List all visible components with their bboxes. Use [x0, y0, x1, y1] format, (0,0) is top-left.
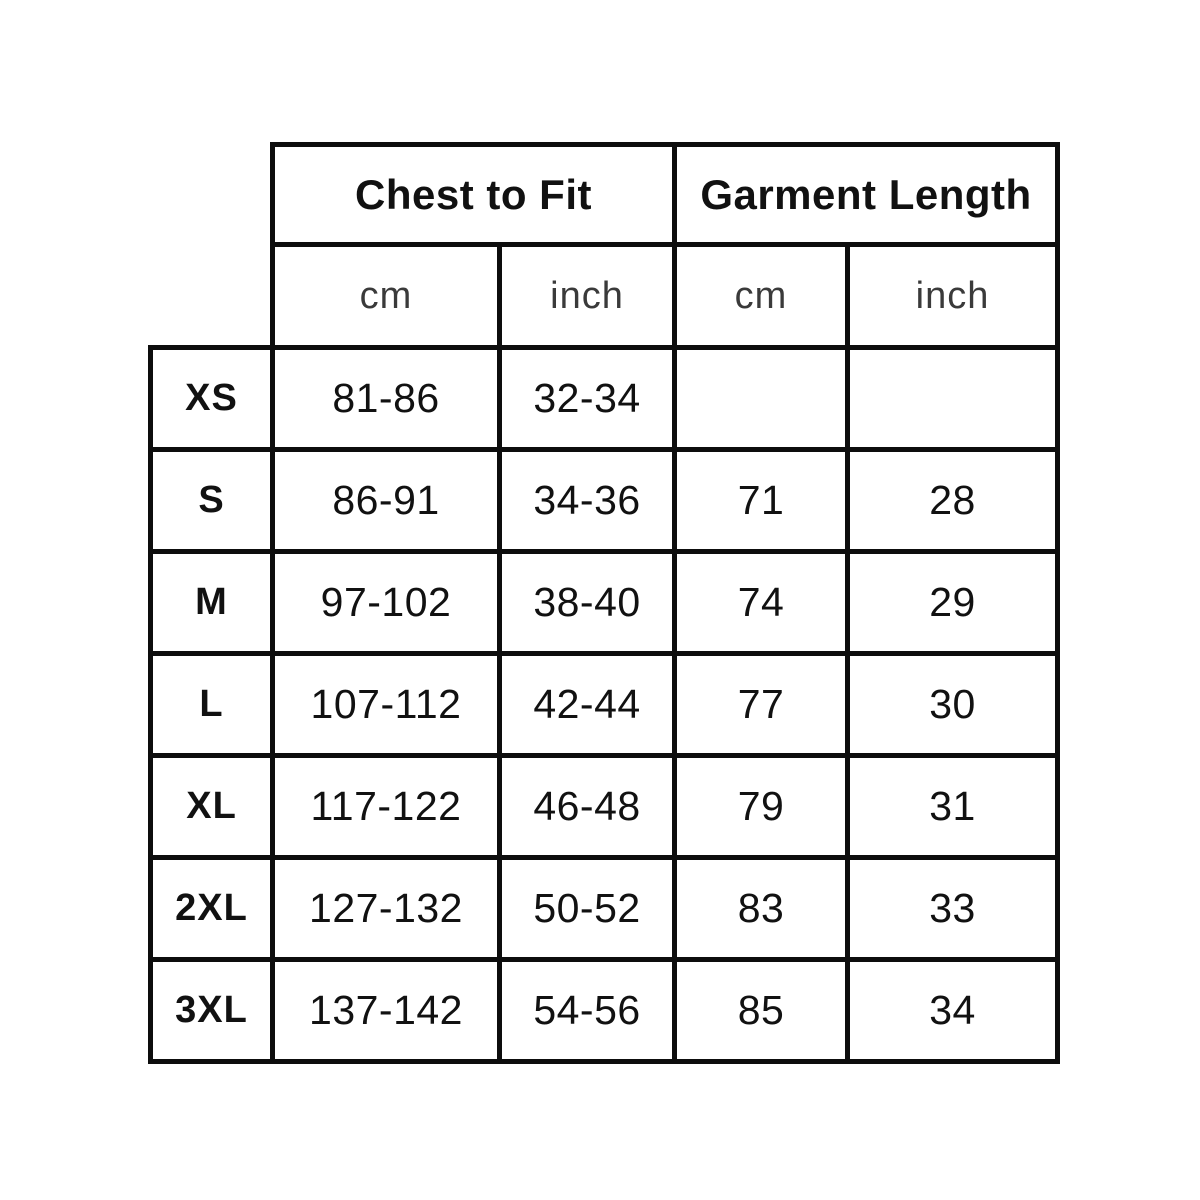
- table-row-xl: XL 117-122 46-48 79 31: [148, 753, 1060, 860]
- length-cm-value: 74: [672, 549, 850, 656]
- table-row-l: L 107-112 42-44 77 30: [148, 651, 1060, 758]
- chest-cm-value: 107-112: [270, 651, 502, 758]
- chest-inch-value: 42-44: [497, 651, 677, 758]
- chest-cm-value: 86-91: [270, 447, 502, 554]
- length-inch-value: 31: [845, 753, 1060, 860]
- length-inch-value: 33: [845, 855, 1060, 962]
- size-label: XL: [148, 753, 275, 860]
- table-row-s: S 86-91 34-36 71 28: [148, 447, 1060, 554]
- unit-header-length-inch: inch: [845, 242, 1060, 350]
- group-header-chest-to-fit: Chest to Fit: [270, 142, 677, 247]
- length-cm-value: [672, 345, 850, 452]
- chest-cm-value: 97-102: [270, 549, 502, 656]
- size-label: L: [148, 651, 275, 758]
- size-label: 3XL: [148, 957, 275, 1064]
- length-cm-value: 79: [672, 753, 850, 860]
- chest-inch-value: 54-56: [497, 957, 677, 1064]
- table-row-m: M 97-102 38-40 74 29: [148, 549, 1060, 656]
- group-header-garment-length: Garment Length: [672, 142, 1060, 247]
- chest-inch-value: 38-40: [497, 549, 677, 656]
- length-inch-value: 29: [845, 549, 1060, 656]
- chest-inch-value: 50-52: [497, 855, 677, 962]
- size-label: XS: [148, 345, 275, 452]
- chest-cm-value: 137-142: [270, 957, 502, 1064]
- length-cm-value: 83: [672, 855, 850, 962]
- size-label: S: [148, 447, 275, 554]
- length-inch-value: [845, 345, 1060, 452]
- chest-cm-value: 81-86: [270, 345, 502, 452]
- size-label: M: [148, 549, 275, 656]
- group-header-row: Chest to Fit Garment Length: [151, 142, 1060, 247]
- table-row-3xl: 3XL 137-142 54-56 85 34: [148, 957, 1060, 1064]
- length-inch-value: 34: [845, 957, 1060, 1064]
- unit-header-chest-inch: inch: [497, 242, 677, 350]
- length-cm-value: 71: [672, 447, 850, 554]
- size-chart-table: Chest to Fit Garment Length cm inch cm i…: [148, 142, 1060, 1064]
- chest-cm-value: 117-122: [270, 753, 502, 860]
- chest-inch-value: 46-48: [497, 753, 677, 860]
- length-cm-value: 77: [672, 651, 850, 758]
- table-row-xs: XS 81-86 32-34: [148, 345, 1060, 452]
- size-label: 2XL: [148, 855, 275, 962]
- length-inch-value: 30: [845, 651, 1060, 758]
- unit-header-chest-cm: cm: [270, 242, 502, 350]
- table-row-2xl: 2XL 127-132 50-52 83 33: [148, 855, 1060, 962]
- corner-spacer: [151, 145, 273, 348]
- chest-cm-value: 127-132: [270, 855, 502, 962]
- length-inch-value: 28: [845, 447, 1060, 554]
- chest-inch-value: 32-34: [497, 345, 677, 452]
- chest-inch-value: 34-36: [497, 447, 677, 554]
- unit-header-row: cm inch cm inch: [151, 242, 1060, 350]
- unit-header-length-cm: cm: [672, 242, 850, 350]
- length-cm-value: 85: [672, 957, 850, 1064]
